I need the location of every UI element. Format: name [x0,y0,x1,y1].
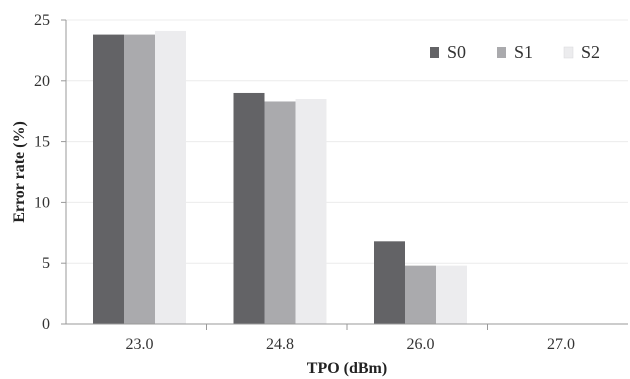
bar-s2-24-8 [295,99,327,324]
bar-s1-26-0 [405,265,436,324]
bar-s2-26-0 [436,265,467,324]
axes [61,19,628,330]
bar-s2-23-0 [155,30,186,324]
legend: S0 S1 S2 [430,42,600,62]
x-tick-labels: 23.0 24.8 26.0 27.0 [126,336,576,353]
bar-s0-26-0 [374,241,405,324]
bar-s1-24-8 [264,101,296,324]
y-tick-label: 5 [42,255,50,272]
legend-swatch-s0 [430,47,439,58]
y-tick-label: 25 [34,12,50,29]
legend-swatch-s1 [497,47,506,58]
bar-s0-23-0 [93,34,124,324]
legend-label-s0: S0 [447,42,466,62]
x-tick-label: 27.0 [547,336,575,353]
bar-s0-24-8 [233,92,265,325]
legend-label-s1: S1 [514,42,533,62]
y-tick-labels: 0 5 10 15 20 25 [34,12,50,333]
legend-swatch-s2 [563,46,574,59]
x-tick-label: 23.0 [126,336,154,353]
y-tick-label: 15 [34,134,50,151]
x-axis-title: TPO (dBm) [307,360,387,377]
x-tick-label: 24.8 [266,336,294,353]
legend-label-s2: S2 [581,42,600,62]
x-tick-label: 26.0 [407,336,435,353]
y-tick-label: 20 [34,73,50,90]
bars [93,30,467,325]
y-axis-title: Error rate (%) [11,121,28,223]
y-tick-label: 10 [34,194,50,211]
y-tick-label: 0 [42,316,50,333]
bar-s1-23-0 [124,34,155,324]
